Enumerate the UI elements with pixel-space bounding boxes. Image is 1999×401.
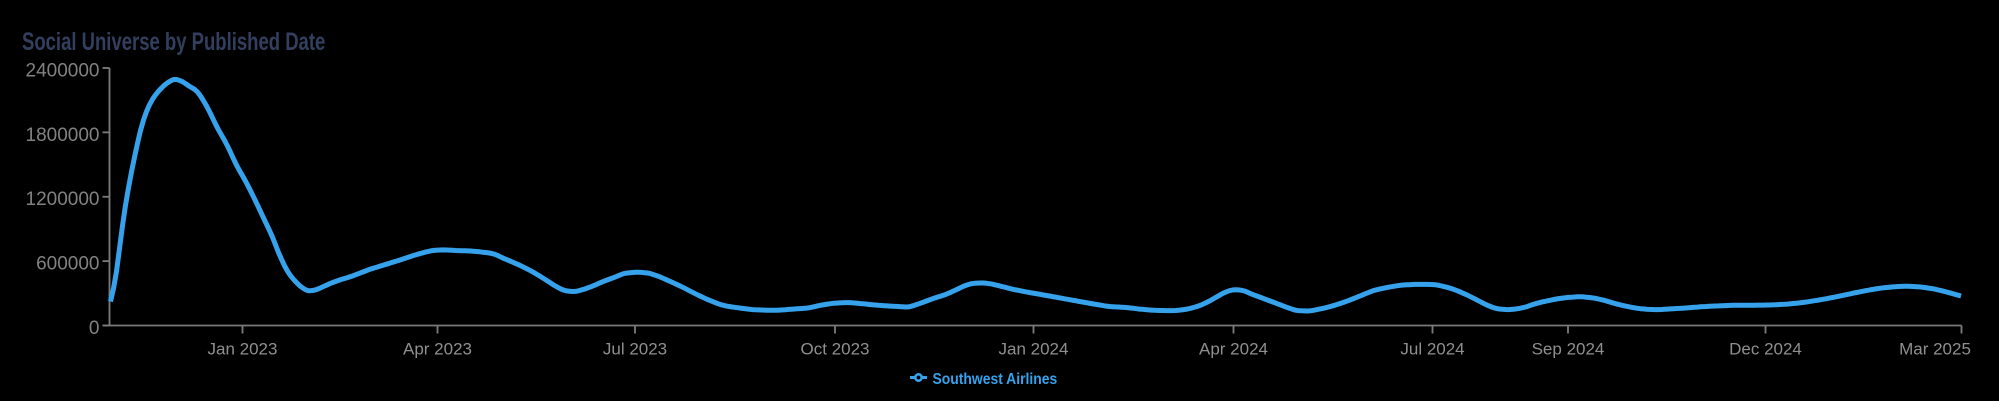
svg-text:600000: 600000 [36, 254, 99, 275]
svg-text:2400000: 2400000 [26, 61, 100, 82]
svg-text:Oct 2023: Oct 2023 [801, 340, 870, 359]
svg-text:Mar 2025: Mar 2025 [1899, 340, 1971, 359]
svg-text:Apr 2024: Apr 2024 [1199, 340, 1268, 359]
svg-text:Jan 2023: Jan 2023 [208, 340, 278, 359]
svg-text:Apr 2023: Apr 2023 [403, 340, 472, 359]
svg-text:Jul 2023: Jul 2023 [603, 340, 667, 359]
svg-text:Jul 2024: Jul 2024 [1400, 340, 1464, 359]
svg-text:Southwest Airlines: Southwest Airlines [933, 370, 1058, 388]
svg-text:1200000: 1200000 [26, 189, 100, 210]
svg-text:Dec 2024: Dec 2024 [1729, 340, 1802, 359]
svg-text:Sep 2024: Sep 2024 [1532, 340, 1605, 359]
svg-text:1800000: 1800000 [26, 125, 100, 146]
svg-text:Jan 2024: Jan 2024 [999, 340, 1069, 359]
svg-text:0: 0 [89, 318, 100, 339]
